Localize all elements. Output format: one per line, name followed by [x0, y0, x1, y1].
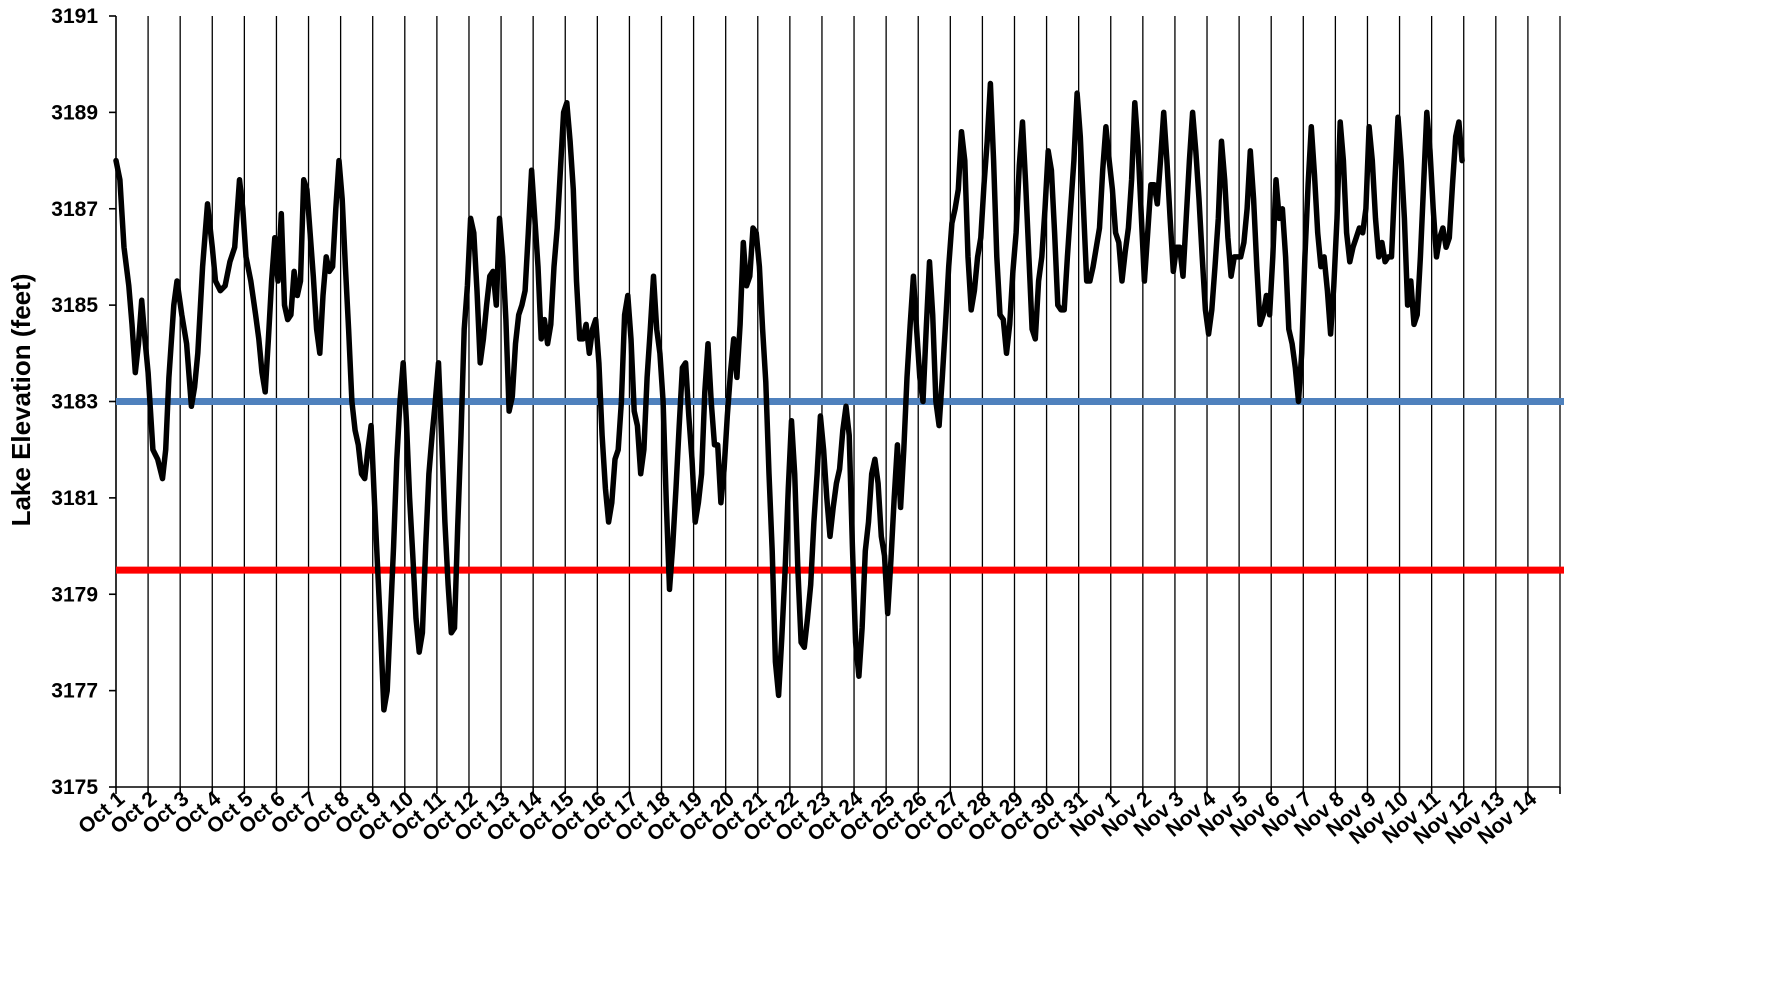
elevation-series-line — [113, 80, 1465, 713]
y-tick-labels: 3175 3177 3179 3181 3183 3185 3187 3189 3191 — [51, 5, 98, 799]
y-tick-label: 3191 — [51, 5, 98, 28]
reference-lines — [116, 398, 1564, 574]
y-tick-label: 3187 — [51, 198, 98, 221]
y-tick-label: 3185 — [51, 294, 98, 317]
y-tick-label: 3181 — [51, 487, 98, 510]
y-tick-label: 3179 — [51, 583, 98, 606]
y-axis-label: Lake Elevation (feet) — [6, 274, 36, 527]
y-tick-label: 3175 — [51, 776, 98, 799]
series-layer — [113, 80, 1465, 713]
y-tick-label: 3183 — [51, 391, 98, 414]
y-tick-label: 3189 — [51, 101, 98, 124]
y-tick-label: 3177 — [51, 680, 98, 703]
